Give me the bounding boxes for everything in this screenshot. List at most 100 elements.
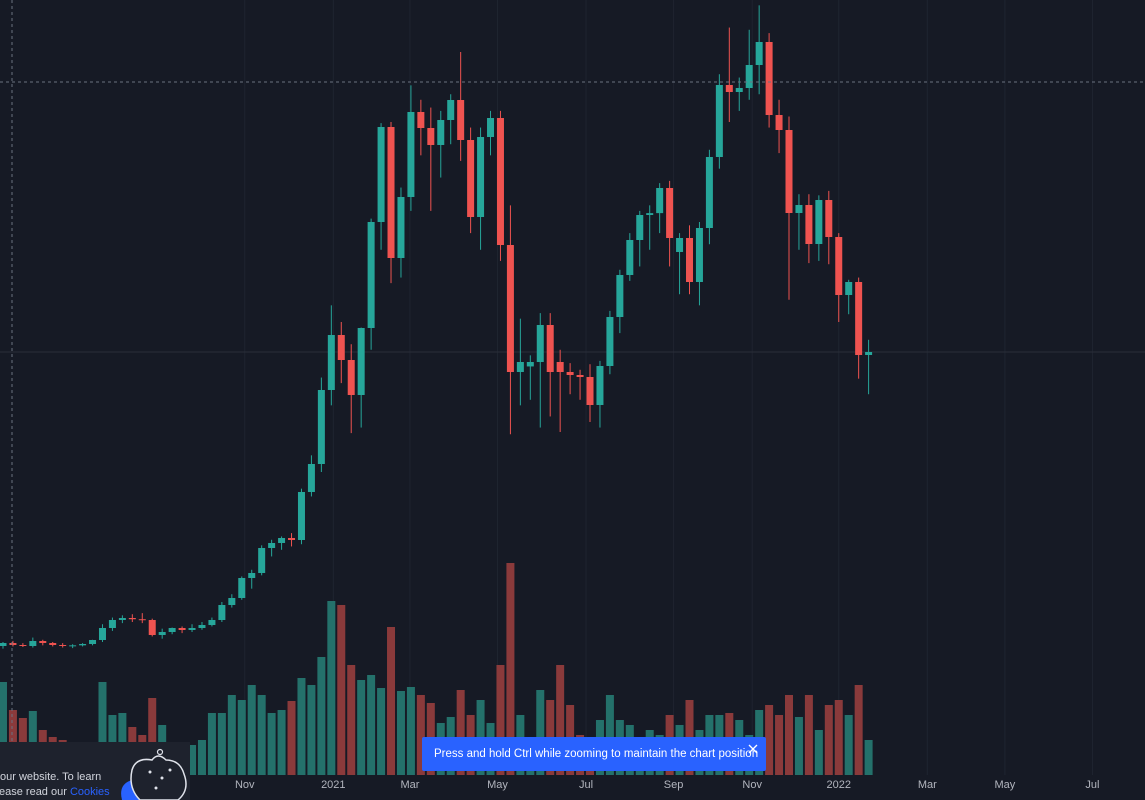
x-tick-label: May	[995, 779, 1016, 791]
candle-body	[825, 200, 833, 237]
candle-body	[288, 538, 296, 540]
volume-bar	[227, 695, 236, 775]
x-tick-label: Jul	[1085, 779, 1099, 791]
volume-bar	[357, 680, 366, 775]
candle-body	[656, 188, 664, 214]
volume-bar	[237, 700, 246, 775]
x-tick-label: Sep	[664, 779, 684, 791]
volume-bar	[844, 715, 853, 775]
volume-bar	[188, 745, 197, 775]
candle-body	[158, 632, 166, 635]
cookie-icon	[121, 748, 187, 800]
time-axis: Nov 2021 Mar May Jul Sep Nov 2022 Mar May Jul	[235, 779, 1100, 791]
volume-bar	[794, 717, 803, 775]
candle-body	[467, 140, 475, 217]
candle-body	[496, 118, 504, 245]
candle-body	[596, 366, 604, 405]
candle-body	[89, 640, 97, 644]
x-tick-label: May	[487, 779, 508, 791]
candle-body	[218, 605, 226, 620]
candle-body	[317, 390, 325, 464]
volume-bar	[267, 713, 276, 775]
candle-body	[427, 128, 435, 145]
candle-body	[477, 137, 485, 217]
candle-body	[546, 325, 554, 372]
candle-body	[805, 205, 813, 244]
candle-body	[387, 127, 395, 258]
candle-body	[487, 118, 495, 137]
candle-body	[168, 628, 176, 632]
candle-body	[128, 618, 136, 620]
candle-body	[407, 112, 415, 197]
cookie-notice: our website. To learn ease read our Cook…	[0, 742, 190, 800]
volume-bar	[785, 695, 794, 775]
icon-dot	[160, 776, 164, 780]
cookie-text: ease read our	[0, 786, 70, 798]
candle-body	[795, 205, 803, 213]
icon-dot	[148, 770, 152, 774]
candle-body	[397, 197, 405, 258]
candle-body	[556, 362, 564, 372]
volume-bar	[207, 713, 216, 775]
candle-body	[676, 238, 684, 252]
volume-bar	[337, 605, 346, 775]
volume-bar	[775, 715, 784, 775]
candle-body	[108, 620, 116, 628]
candle-body	[506, 245, 514, 372]
volume-bar	[287, 701, 296, 775]
volume-bar	[496, 665, 505, 775]
candle-body	[686, 238, 694, 282]
candle-body	[49, 643, 57, 645]
candle-body	[9, 643, 17, 645]
candle-body	[297, 492, 305, 540]
candle-body	[347, 360, 355, 395]
candle-body	[835, 237, 843, 295]
candle-body	[118, 618, 126, 620]
candle-body	[148, 620, 156, 635]
candle-body	[79, 644, 87, 646]
candle-body	[447, 100, 455, 120]
candle-body	[417, 112, 425, 128]
volume-bar	[864, 740, 873, 775]
candle-body	[307, 464, 315, 492]
toast-text: Press and hold Ctrl while zooming to mai…	[434, 748, 758, 760]
candle-body	[705, 157, 713, 228]
candle-body	[865, 352, 873, 355]
volume-bar	[406, 687, 415, 775]
candle-body	[715, 85, 723, 157]
volume-bar	[506, 563, 515, 775]
x-tick-label: Jul	[579, 779, 593, 791]
candle-body	[815, 200, 823, 244]
cookie-link[interactable]: Cookies	[70, 786, 110, 798]
candle-body	[0, 643, 7, 646]
x-tick-label: Nov	[742, 779, 762, 791]
volume-bar	[98, 682, 107, 775]
candle-body	[337, 335, 345, 360]
volume-bar	[317, 657, 326, 775]
candle-body	[516, 362, 524, 372]
candle-body	[188, 628, 196, 630]
candle-body	[616, 275, 624, 317]
candle-body	[208, 620, 216, 625]
cookie-text: ease read our Cookies	[0, 786, 110, 798]
volume-bar	[148, 698, 157, 775]
x-tick-label: Mar	[400, 779, 419, 791]
close-icon[interactable]	[748, 744, 758, 754]
volume-bar	[396, 691, 405, 775]
candle-body	[98, 628, 106, 640]
candle-body	[437, 120, 445, 145]
candle-body	[457, 100, 465, 140]
candle-body	[198, 625, 206, 628]
volume-bar	[456, 690, 465, 775]
candle-body	[138, 619, 146, 621]
candle-body	[755, 42, 763, 65]
candle-body	[566, 372, 574, 375]
toast-close[interactable]	[748, 744, 758, 754]
candle-body	[278, 538, 286, 543]
candle-layer	[0, 5, 873, 649]
candle-body	[327, 335, 335, 390]
volume-bar	[327, 601, 336, 775]
volume-bar	[387, 627, 396, 775]
candle-body	[238, 578, 246, 598]
volume-bar	[834, 700, 843, 775]
